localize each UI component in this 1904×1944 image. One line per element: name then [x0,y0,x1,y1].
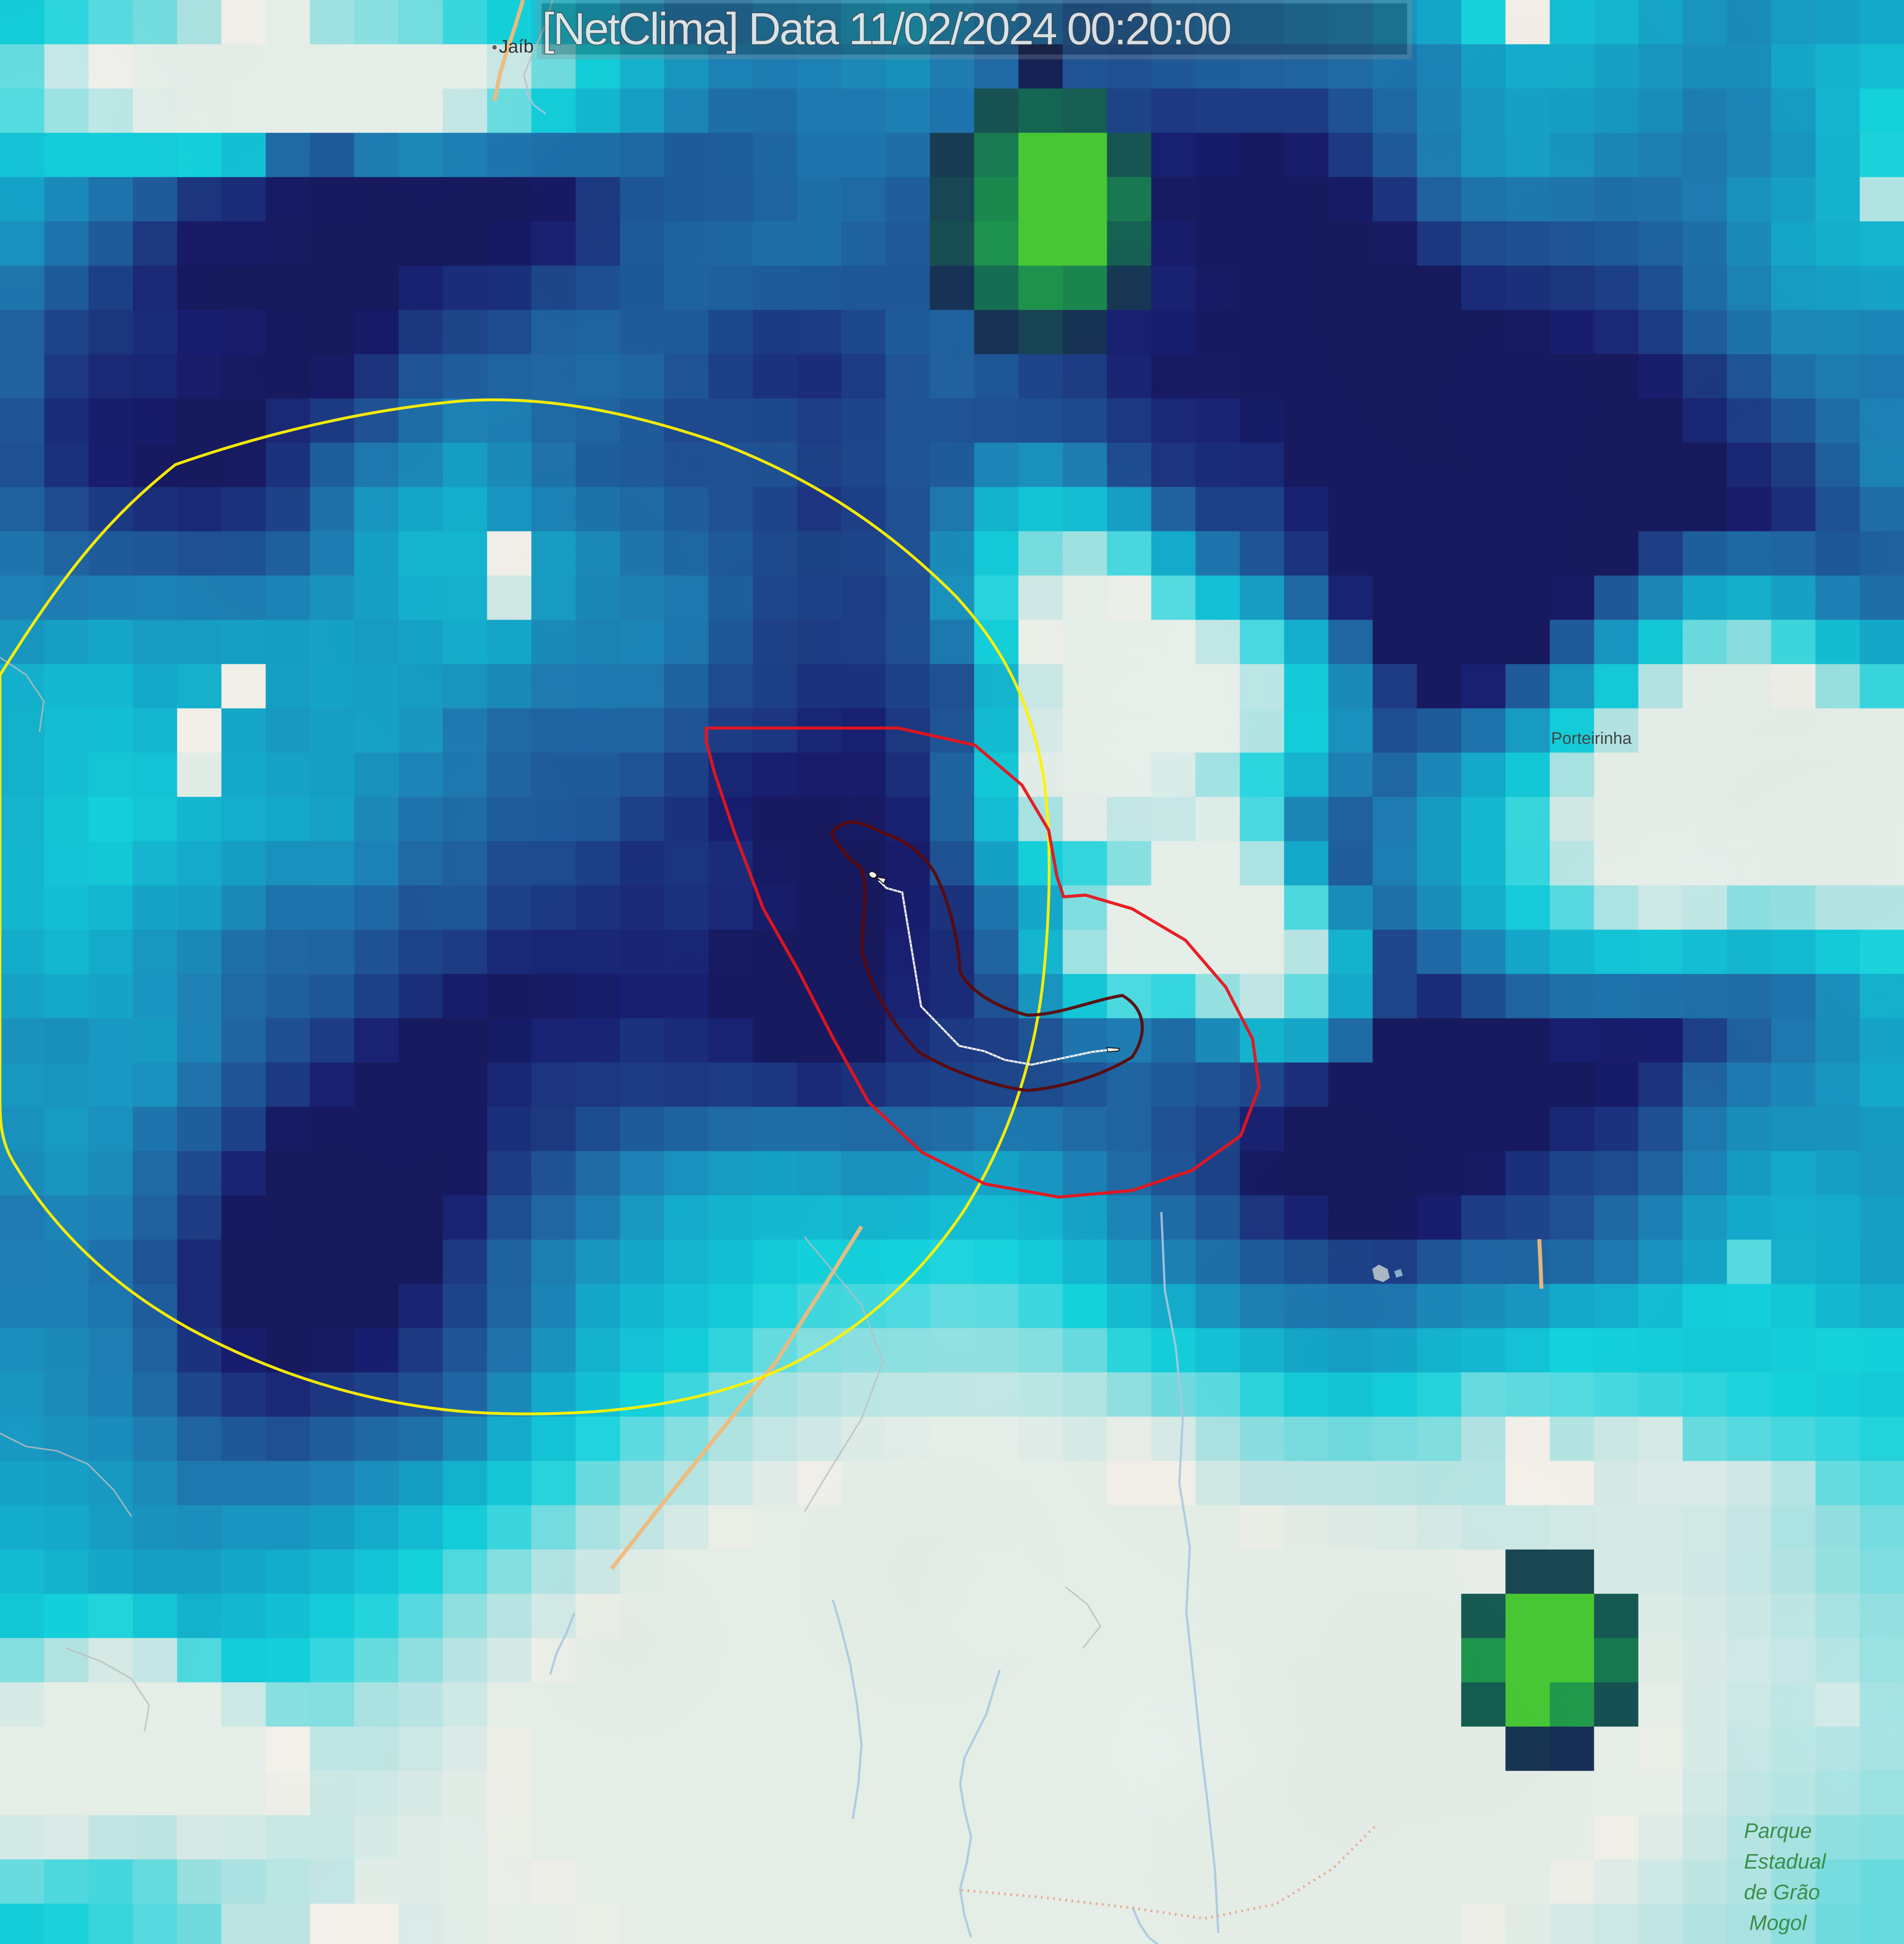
svg-text:[NetClima] Data 11/02/2024 00:: [NetClima] Data 11/02/2024 00:20:00 [542,4,1231,54]
svg-text:de Grão: de Grão [1744,1881,1820,1904]
svg-text:Parque: Parque [1744,1820,1812,1843]
svg-text:Mogol: Mogol [1749,1912,1807,1935]
svg-text:Jaíb: Jaíb [499,36,534,57]
svg-text:Porteirinha: Porteirinha [1551,729,1632,748]
svg-text:Estadual: Estadual [1744,1850,1826,1873]
